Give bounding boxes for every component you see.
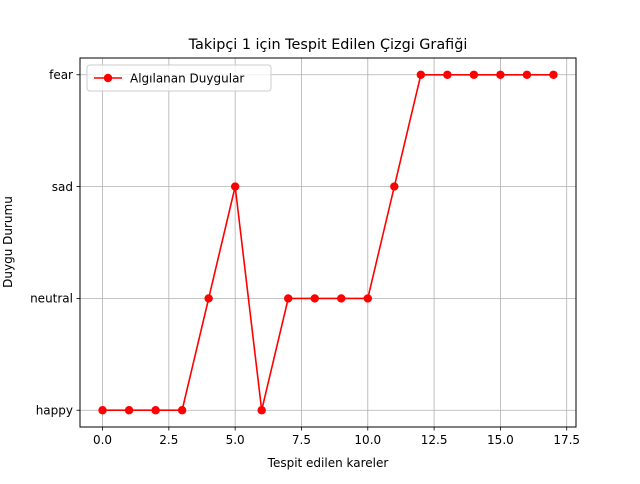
y-tick-label: sad: [52, 180, 73, 194]
legend-label: Algılanan Duygular: [130, 72, 244, 86]
legend-box: [86, 64, 272, 92]
x-tick-label: 10.0: [354, 433, 381, 447]
chart-title: Takipçi 1 için Tespit Edilen Çizgi Grafi…: [188, 37, 468, 53]
x-axis-label: Tespit edilen kareler: [267, 456, 389, 470]
legend: Algılanan Duygular: [86, 64, 272, 92]
y-tick-label: fear: [49, 68, 73, 82]
x-tick-label: 2.5: [159, 433, 178, 447]
legend-marker-swatch: [103, 73, 113, 83]
x-tick-label: 12.5: [421, 433, 448, 447]
data-point: [337, 294, 346, 303]
plot-frame: [79, 57, 577, 428]
x-tick-label: 7.5: [292, 433, 311, 447]
y-tick-label: happy: [36, 404, 73, 418]
y-axis-ticks: happy neutral sad fear: [30, 68, 80, 418]
x-tick-label: 15.0: [487, 433, 514, 447]
y-axis-label: Duygu Durumu: [1, 196, 15, 288]
data-point: [496, 70, 505, 79]
data-point: [284, 294, 293, 303]
x-tick-label: 17.5: [553, 433, 580, 447]
data-point: [443, 70, 452, 79]
x-tick-label: 0.0: [93, 433, 112, 447]
data-point: [469, 70, 479, 79]
data-point: [549, 70, 558, 79]
data-point: [390, 182, 399, 191]
data-point: [257, 406, 266, 415]
data-point: [310, 294, 319, 303]
y-tick-label: neutral: [30, 292, 73, 306]
data-point: [522, 70, 532, 79]
data-point: [416, 70, 426, 79]
x-axis-ticks: 0.0 2.5 5.0 7.5 10.0 12.5 15.0 17.5: [93, 427, 580, 447]
data-point: [98, 406, 107, 415]
data-point: [124, 406, 134, 415]
data-point: [204, 294, 213, 303]
x-tick-label: 5.0: [226, 433, 245, 447]
series-layer: [98, 70, 558, 415]
data-point: [151, 406, 160, 415]
data-point: [230, 182, 240, 191]
series-line: [102, 73, 554, 412]
data-point: [177, 406, 187, 415]
data-point: [363, 294, 372, 303]
